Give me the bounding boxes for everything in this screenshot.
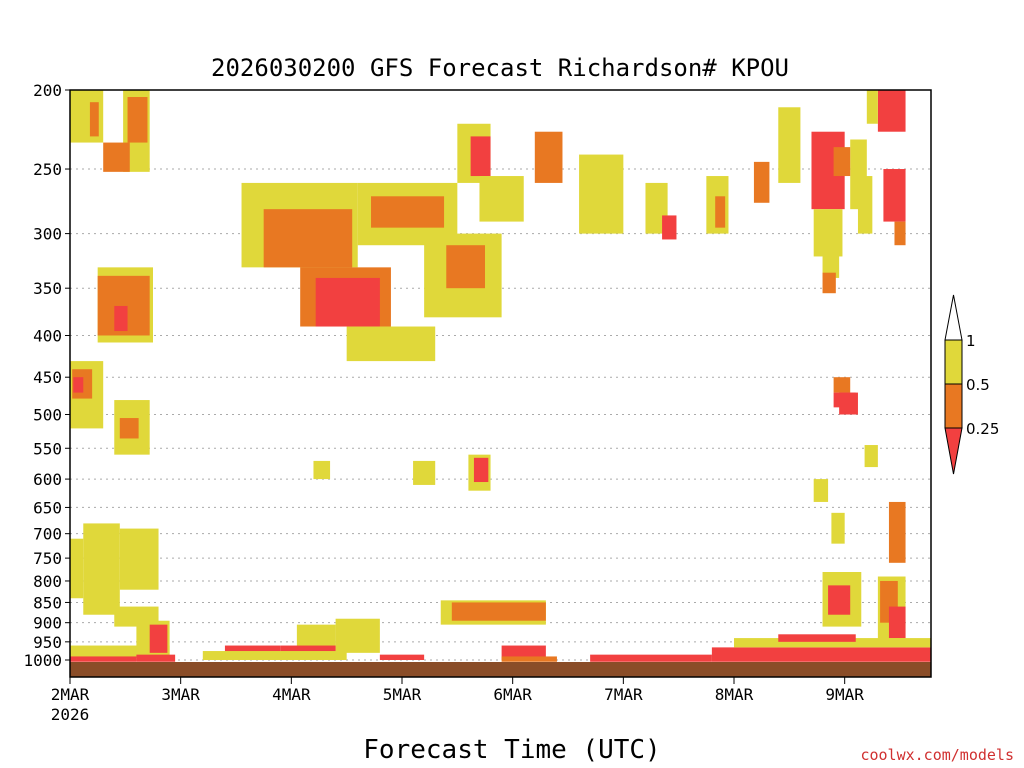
ri-cell-lt025 xyxy=(470,136,491,177)
x-year-label: 2026 xyxy=(51,705,90,724)
ri-cell-b05_1 xyxy=(479,176,524,222)
ri-cell-b025_05 xyxy=(127,97,148,143)
ri-cell-b025_05 xyxy=(534,131,563,183)
x-tick-label: 9MAR xyxy=(825,685,864,704)
y-tick-label: 950 xyxy=(33,633,62,652)
y-tick-label: 250 xyxy=(33,160,62,179)
legend-swatch-b025_05 xyxy=(944,383,963,429)
x-axis-title: Forecast Time (UTC) xyxy=(363,735,660,765)
surface-layer-cells xyxy=(70,634,931,662)
ri-cell-lt025 xyxy=(883,169,906,222)
ri-cell-lt025 xyxy=(662,215,677,240)
y-tick-label: 800 xyxy=(33,572,62,591)
ri-cell-b025_05 xyxy=(833,377,851,393)
x-tick-label: 7MAR xyxy=(604,685,643,704)
ri-cell-lt025 xyxy=(149,624,168,653)
ri-cell-b05_1 xyxy=(778,107,801,183)
ri-cell-b05_1 xyxy=(70,538,84,599)
ri-cell-lt025 xyxy=(315,277,380,327)
ri-cell-b05_1 xyxy=(413,460,436,485)
ri-cell-b025_05 xyxy=(446,245,486,289)
y-tick-label: 500 xyxy=(33,406,62,425)
ri-cell-lt025 xyxy=(888,606,906,639)
y-tick-label: 650 xyxy=(33,498,62,517)
credit-text: coolwx.com/models xyxy=(860,746,1014,764)
ground-band xyxy=(70,662,931,677)
chart-title: 2026030200 GFS Forecast Richardson# KPOU xyxy=(211,54,789,82)
ri-cell-lt025 xyxy=(711,647,931,662)
legend-label: 1 xyxy=(966,332,976,350)
ri-cell-b05_1 xyxy=(202,651,347,660)
y-tick-label: 700 xyxy=(33,525,62,544)
x-tick-label: 2MAR xyxy=(51,685,90,704)
y-tick-label: 400 xyxy=(33,326,62,345)
y-tick-label: 550 xyxy=(33,439,62,458)
x-tick-label: 5MAR xyxy=(383,685,422,704)
x-tick-label: 8MAR xyxy=(715,685,754,704)
y-tick-label: 750 xyxy=(33,549,62,568)
ri-cell-b025_05 xyxy=(822,272,836,294)
ri-cell-b05_1 xyxy=(335,618,380,653)
ri-cell-b025_05 xyxy=(753,161,770,203)
x-axis-ticks: 2MAR 3MAR 4MAR 5MAR 6MAR 7MAR 8MAR 9MAR xyxy=(51,677,864,704)
ri-cell-b05_1 xyxy=(831,512,845,544)
y-tick-label: 300 xyxy=(33,225,62,244)
y-tick-label: 900 xyxy=(33,614,62,633)
ri-cell-lt025 xyxy=(828,585,851,615)
ri-cell-b025_05 xyxy=(263,209,353,268)
ri-cell-lt025 xyxy=(70,656,137,662)
ri-cell-b025_05 xyxy=(501,656,557,662)
ri-cell-lt025 xyxy=(379,654,425,660)
y-axis-ticks: 200 250 300 350 400 450 500 550 600 650 700 750 800 8… xyxy=(23,81,70,670)
x-tick-label: 3MAR xyxy=(161,685,200,704)
ri-cell-b025_05 xyxy=(894,221,906,246)
x-tick-label: 6MAR xyxy=(493,685,532,704)
ri-cell-lt025 xyxy=(501,645,546,660)
legend-label: 0.5 xyxy=(966,376,990,394)
plot-frame xyxy=(69,89,932,678)
ri-cell-b05_1 xyxy=(579,154,624,234)
ri-cell-b025_05 xyxy=(371,196,445,228)
ri-cell-b025_05 xyxy=(89,102,99,137)
y-tick-label: 200 xyxy=(33,81,62,100)
ri-cell-b025_05 xyxy=(119,418,139,439)
y-tick-label: 450 xyxy=(33,368,62,387)
ri-cell-b05_1 xyxy=(866,90,878,124)
ri-cell-lt025 xyxy=(877,90,906,132)
ri-cell-b05_1 xyxy=(822,245,840,278)
ri-cell-lt025 xyxy=(136,654,176,662)
ri-cell-lt025 xyxy=(473,457,489,483)
ri-cell-b025_05 xyxy=(451,602,546,621)
ri-cell-b05_1 xyxy=(119,528,159,590)
ri-cell-b05_1 xyxy=(313,460,331,480)
legend-bottom-arrow xyxy=(944,427,963,475)
ri-cell-lt025 xyxy=(73,377,84,393)
ri-cell-b05_1 xyxy=(864,445,878,468)
y-tick-label: 1000 xyxy=(23,651,62,670)
y-tick-label: 350 xyxy=(33,279,62,298)
ri-cell-b05_1 xyxy=(734,638,931,648)
ri-cell-b05_1 xyxy=(346,326,436,362)
ri-cell-b025_05 xyxy=(888,501,906,563)
legend-label: 0.25 xyxy=(966,420,999,438)
y-tick-label: 600 xyxy=(33,470,62,489)
ri-cell-b05_1 xyxy=(83,523,120,615)
ri-cell-b025_05 xyxy=(103,142,130,172)
color-legend: 1 0.5 0.25 xyxy=(944,294,999,475)
ri-cell-b025_05 xyxy=(715,196,726,228)
ri-cell-b05_1 xyxy=(857,176,873,234)
ri-cell-lt025 xyxy=(778,634,856,642)
x-tick-label: 4MAR xyxy=(272,685,311,704)
ri-cell-b025_05 xyxy=(833,147,851,177)
legend-swatch-b05_1 xyxy=(944,339,963,385)
ri-cell-lt025 xyxy=(114,305,128,332)
ri-cell-b05_1 xyxy=(813,479,829,502)
y-tick-label: 850 xyxy=(33,593,62,612)
ri-cell-lt025 xyxy=(590,654,712,662)
ri-cell-lt025 xyxy=(839,392,858,415)
